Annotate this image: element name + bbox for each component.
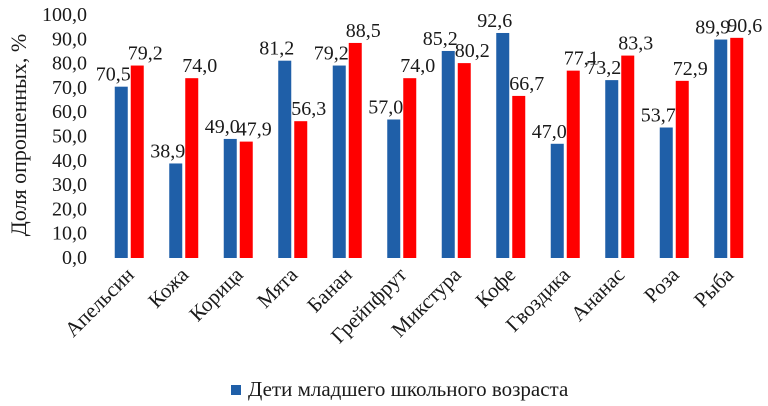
y-tick-label: 10,0 — [52, 223, 87, 245]
bar-series-2 — [675, 80, 689, 258]
y-tick-label: 30,0 — [52, 174, 87, 196]
data-label: 56,3 — [291, 98, 326, 120]
bar-series-2 — [512, 95, 526, 258]
y-tick-label: 50,0 — [52, 126, 87, 148]
category-label: Кофе — [471, 263, 521, 313]
data-label: 81,2 — [259, 38, 294, 60]
data-label: 66,7 — [509, 73, 544, 95]
y-tick-label: 20,0 — [52, 198, 87, 220]
y-axis-ticks: 0,010,0 20,030,040,050,0 60,070,080,0 90,01… — [42, 4, 87, 269]
category-label: Апельсин — [60, 263, 139, 342]
data-label: 80,2 — [455, 40, 490, 62]
bar-series-1 — [332, 65, 346, 258]
data-label: 53,7 — [641, 105, 676, 127]
bar-series-1 — [714, 39, 728, 258]
bar-series-1 — [441, 50, 455, 258]
category-label: Ананас — [566, 263, 629, 326]
bar-series-2 — [457, 63, 471, 258]
bar-series-2 — [403, 78, 417, 259]
y-axis-title: Доля опрошенных, % — [6, 34, 31, 236]
bar-series-1 — [605, 80, 619, 259]
category-label: Кожа — [143, 262, 194, 313]
legend: Дети младшего школьного возраста — [231, 377, 569, 401]
data-label: 83,3 — [618, 33, 653, 55]
data-label: 89,9 — [695, 17, 730, 39]
bar-series-2 — [566, 70, 580, 258]
bar-series-2 — [185, 78, 199, 259]
data-label: 57,0 — [368, 96, 403, 118]
data-label: 49,0 — [205, 116, 240, 138]
bar-series-2 — [130, 65, 144, 258]
data-label: 79,2 — [128, 43, 163, 65]
data-label: 70,5 — [96, 64, 131, 86]
data-label: 77,1 — [564, 48, 599, 70]
bar-series-2 — [239, 141, 253, 258]
data-label: 79,2 — [314, 43, 349, 65]
y-tick-label: 0,0 — [62, 247, 87, 269]
y-tick-label: 60,0 — [52, 101, 87, 123]
data-label: 72,9 — [673, 58, 708, 80]
data-labels: 70,579,238,974,049,047,981,256,379,288,5… — [96, 10, 763, 162]
category-label: Мята — [252, 262, 303, 313]
bar-series-1 — [114, 86, 128, 258]
bar-series-1 — [278, 60, 292, 259]
data-label: 73,2 — [586, 57, 621, 79]
data-label: 88,5 — [346, 20, 381, 42]
data-label: 74,0 — [400, 55, 435, 77]
category-label: Роза — [639, 262, 684, 307]
y-tick-label: 100,0 — [42, 4, 87, 26]
bar-series-1 — [223, 138, 237, 258]
bar-series-1 — [659, 127, 673, 258]
legend-label-series-1: Дети младшего школьного возраста — [248, 377, 569, 401]
bar-series-1 — [387, 119, 401, 259]
data-label: 85,2 — [423, 28, 458, 50]
bar-series-2 — [730, 37, 744, 259]
data-label: 74,0 — [182, 55, 217, 77]
bar-series-2 — [348, 42, 362, 258]
bar-series-2 — [294, 121, 308, 258]
bar-series-1 — [169, 163, 183, 258]
legend-swatch-series-1 — [231, 385, 241, 395]
data-label: 92,6 — [477, 10, 512, 32]
data-label: 47,0 — [532, 121, 567, 143]
data-label: 47,9 — [237, 119, 272, 141]
y-tick-label: 40,0 — [52, 150, 87, 172]
data-label: 90,6 — [727, 15, 762, 37]
y-tick-label: 80,0 — [52, 53, 87, 75]
bar-series-1 — [496, 32, 510, 259]
y-tick-label: 70,0 — [52, 77, 87, 99]
bar-series-2 — [621, 55, 635, 259]
category-label: Корица — [184, 262, 248, 326]
bar-series-1 — [550, 143, 564, 258]
data-label: 38,9 — [150, 140, 185, 162]
bars — [114, 32, 744, 259]
category-label: Рыба — [689, 262, 739, 312]
y-tick-label: 90,0 — [52, 28, 87, 50]
